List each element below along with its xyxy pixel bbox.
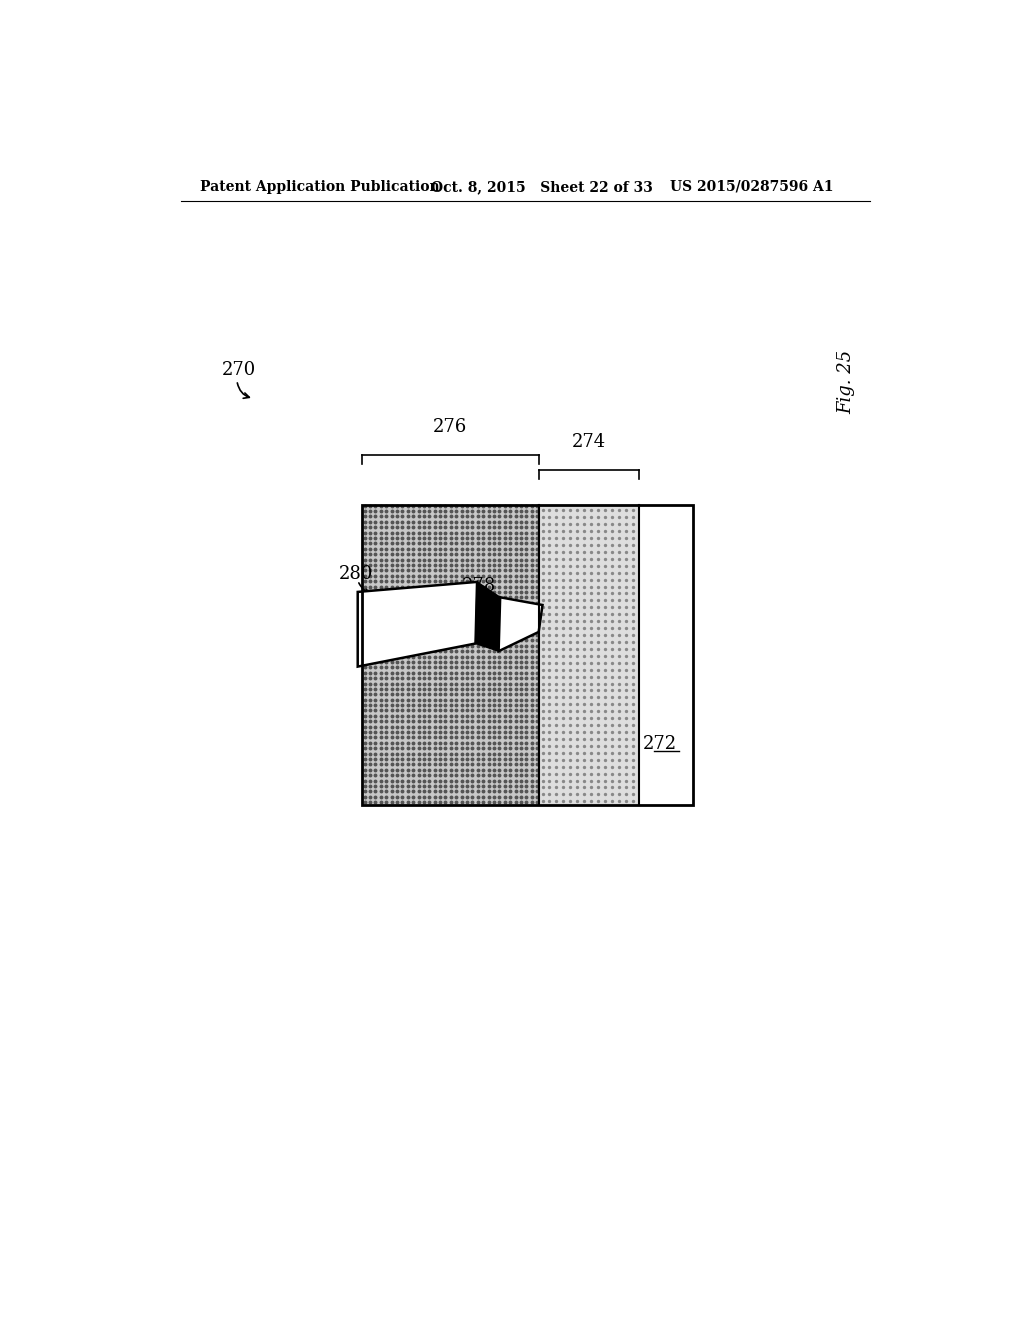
Text: 278: 278 xyxy=(462,577,496,595)
Polygon shape xyxy=(499,598,543,651)
Text: US 2015/0287596 A1: US 2015/0287596 A1 xyxy=(670,180,834,194)
Polygon shape xyxy=(357,582,477,667)
Bar xyxy=(361,506,539,805)
Bar xyxy=(539,506,639,805)
Text: 280: 280 xyxy=(339,565,373,583)
Text: 270: 270 xyxy=(221,362,256,379)
Text: 276: 276 xyxy=(433,417,467,436)
Bar xyxy=(361,506,692,805)
Text: 272: 272 xyxy=(643,735,677,752)
Text: Patent Application Publication: Patent Application Publication xyxy=(200,180,439,194)
Text: Oct. 8, 2015   Sheet 22 of 33: Oct. 8, 2015 Sheet 22 of 33 xyxy=(431,180,652,194)
Polygon shape xyxy=(475,582,500,651)
Bar xyxy=(639,506,692,805)
Text: 274: 274 xyxy=(571,433,606,451)
Text: Fig. 25: Fig. 25 xyxy=(838,350,856,414)
